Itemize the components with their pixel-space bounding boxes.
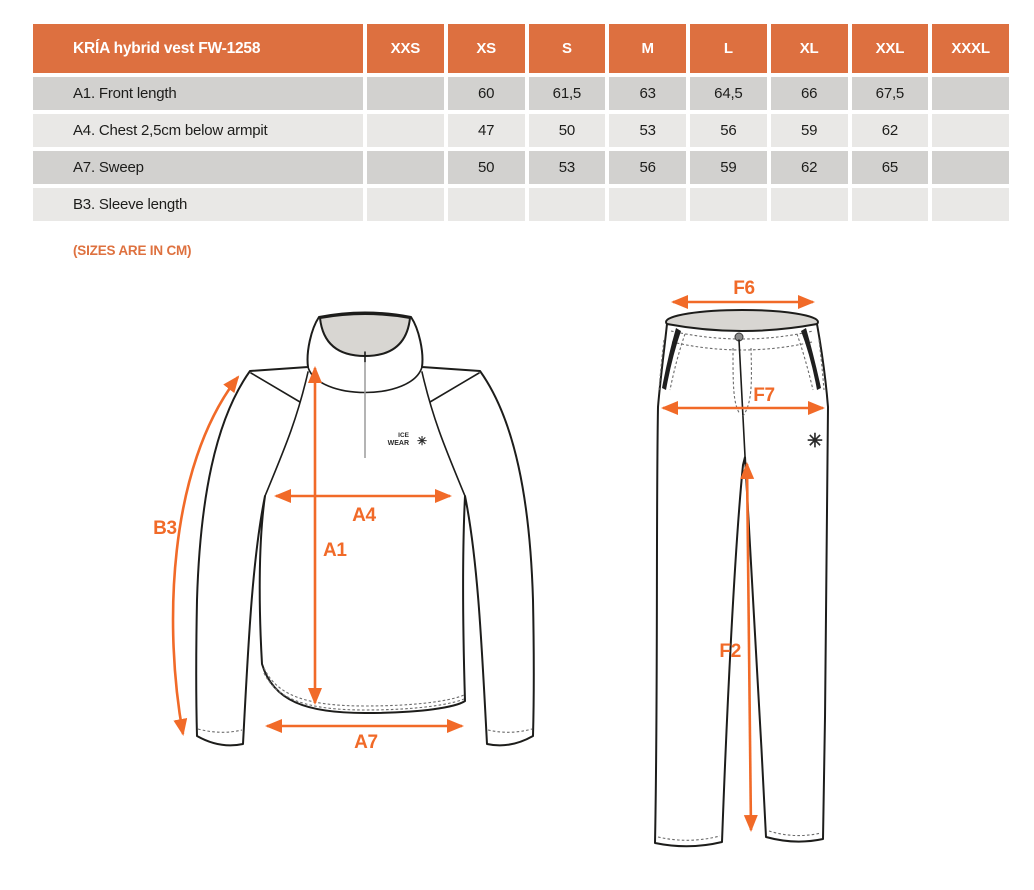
size-cell: [367, 188, 444, 221]
size-cell: [690, 188, 767, 221]
size-table: KRÍA hybrid vest FW-1258 XXS XS S M L XL…: [33, 24, 1009, 221]
size-cell: 59: [690, 151, 767, 184]
jacket-drawing: ICE WEAR ✳ B3 A4 A1 A7: [153, 311, 535, 753]
measure-arrow-b3: [171, 375, 240, 736]
row-label: A1. Front length: [33, 77, 363, 110]
size-cell: 63: [609, 77, 686, 110]
row-label: B3. Sleeve length: [33, 188, 363, 221]
pocket-right: [801, 328, 821, 390]
size-cell: 50: [528, 114, 606, 147]
label-a1: A1: [323, 540, 347, 561]
size-cell: 61,5: [528, 77, 606, 110]
row-label: A4. Chest 2,5cm below armpit: [33, 114, 363, 147]
column-header-xxxl: XXXL: [932, 24, 1009, 73]
size-cell: 56: [609, 151, 686, 184]
size-cell: 65: [851, 151, 929, 184]
size-cell: 67,5: [851, 77, 929, 110]
size-cell: 60: [447, 77, 525, 110]
svg-text:WEAR: WEAR: [388, 440, 409, 447]
label-f2: F2: [719, 641, 741, 662]
pants-drawing: ✳ F6 F7 F2: [654, 278, 829, 848]
size-cell: 47: [447, 114, 525, 147]
size-cell: [528, 188, 606, 221]
size-cell: [932, 188, 1009, 221]
column-header-xxs: XXS: [367, 24, 444, 73]
snowflake-icon: ✳: [417, 434, 427, 448]
pocket-left: [662, 328, 681, 390]
label-b3: B3: [153, 518, 177, 539]
size-cell: [367, 77, 444, 110]
size-cell: 59: [770, 114, 848, 147]
size-cell: 64,5: [690, 77, 767, 110]
column-header-m: M: [609, 24, 686, 73]
column-header-s: S: [528, 24, 606, 73]
label-f7: F7: [753, 385, 775, 406]
size-cell: 53: [609, 114, 686, 147]
size-cell: 62: [770, 151, 848, 184]
size-cell: [447, 188, 525, 221]
label-a4: A4: [352, 505, 376, 526]
snowflake-icon: ✳: [807, 431, 823, 452]
table-title-cell: KRÍA hybrid vest FW-1258: [33, 24, 363, 73]
svg-text:ICE: ICE: [398, 432, 410, 439]
icewear-logo: ICE WEAR ✳: [388, 432, 427, 448]
size-cell: [367, 151, 444, 184]
column-header-xs: XS: [447, 24, 525, 73]
column-header-xl: XL: [770, 24, 848, 73]
size-cell: 53: [528, 151, 606, 184]
size-cell: 62: [851, 114, 929, 147]
label-f6: F6: [733, 278, 755, 299]
size-cell: [932, 114, 1009, 147]
size-cell: [609, 188, 686, 221]
column-header-l: L: [690, 24, 767, 73]
row-label: A7. Sweep: [33, 151, 363, 184]
size-cell: [851, 188, 929, 221]
size-cell: 56: [690, 114, 767, 147]
size-cell: [367, 114, 444, 147]
units-note: (SIZES ARE IN CM): [73, 243, 192, 258]
collar-inner: [318, 313, 412, 358]
size-cell: [932, 151, 1009, 184]
size-cell: [932, 77, 1009, 110]
measure-arrow-f2: [740, 462, 758, 832]
size-cell: [770, 188, 848, 221]
size-cell: 50: [447, 151, 525, 184]
label-a7: A7: [354, 732, 378, 753]
size-cell: 66: [770, 77, 848, 110]
measurement-diagrams: ICE WEAR ✳ B3 A4 A1 A7: [153, 278, 829, 848]
column-header-xxl: XXL: [851, 24, 929, 73]
